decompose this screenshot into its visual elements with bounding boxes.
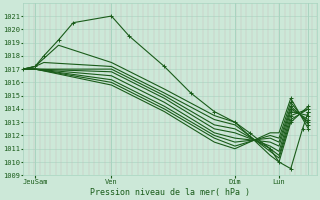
X-axis label: Pression niveau de la mer( hPa ): Pression niveau de la mer( hPa ) xyxy=(90,188,250,197)
